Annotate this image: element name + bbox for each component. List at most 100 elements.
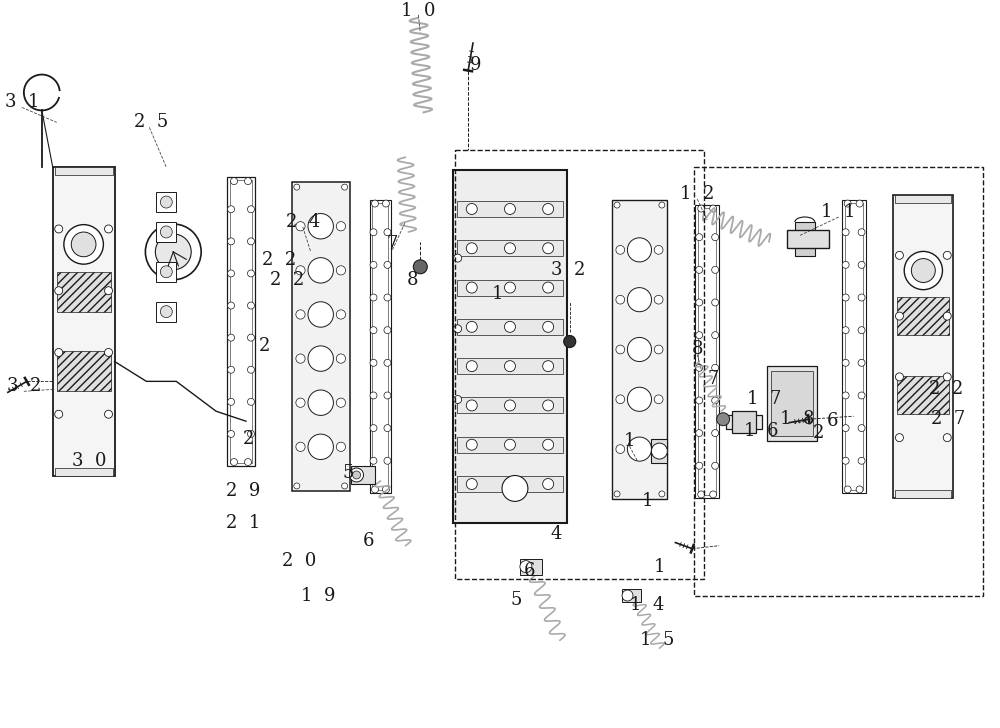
Circle shape bbox=[616, 445, 625, 454]
Circle shape bbox=[651, 443, 667, 459]
Circle shape bbox=[247, 270, 254, 277]
Text: 6: 6 bbox=[363, 531, 374, 550]
Circle shape bbox=[342, 184, 348, 190]
Circle shape bbox=[105, 225, 113, 233]
Circle shape bbox=[504, 439, 515, 450]
Bar bbox=[698, 207, 716, 496]
Circle shape bbox=[71, 232, 96, 257]
Circle shape bbox=[370, 360, 377, 366]
Bar bbox=[895, 491, 951, 499]
Text: 1  7: 1 7 bbox=[747, 390, 781, 408]
Bar bbox=[457, 358, 563, 374]
Circle shape bbox=[696, 462, 703, 470]
Text: 2  2: 2 2 bbox=[929, 380, 963, 398]
Circle shape bbox=[466, 478, 477, 489]
Circle shape bbox=[712, 462, 719, 470]
Text: 1: 1 bbox=[654, 558, 665, 576]
Circle shape bbox=[228, 398, 235, 405]
Circle shape bbox=[296, 354, 305, 363]
Circle shape bbox=[698, 491, 705, 498]
Circle shape bbox=[382, 486, 389, 493]
Circle shape bbox=[842, 424, 849, 432]
Circle shape bbox=[911, 258, 935, 282]
Text: 2  0: 2 0 bbox=[282, 552, 316, 569]
Circle shape bbox=[384, 392, 391, 399]
Circle shape bbox=[627, 238, 652, 262]
Circle shape bbox=[370, 457, 377, 464]
Bar bbox=[457, 319, 563, 335]
Circle shape bbox=[842, 229, 849, 236]
Text: 3  2: 3 2 bbox=[7, 377, 41, 395]
Bar bbox=[370, 199, 391, 494]
Bar bbox=[57, 272, 111, 312]
Bar bbox=[694, 167, 983, 596]
Circle shape bbox=[231, 459, 238, 465]
Text: 5: 5 bbox=[343, 464, 354, 482]
Bar bbox=[845, 202, 863, 491]
Bar bbox=[156, 301, 176, 322]
Circle shape bbox=[382, 200, 389, 207]
Circle shape bbox=[336, 221, 346, 231]
Text: 2  9: 2 9 bbox=[226, 482, 260, 500]
Circle shape bbox=[895, 251, 903, 259]
Circle shape bbox=[616, 296, 625, 304]
Circle shape bbox=[245, 459, 251, 465]
Circle shape bbox=[504, 321, 515, 332]
Circle shape bbox=[543, 478, 554, 489]
Circle shape bbox=[466, 282, 477, 293]
Text: 7: 7 bbox=[707, 371, 719, 388]
Text: 1  4: 1 4 bbox=[630, 596, 665, 614]
Circle shape bbox=[466, 321, 477, 332]
Circle shape bbox=[160, 196, 172, 208]
Bar bbox=[732, 411, 756, 433]
Circle shape bbox=[228, 302, 235, 309]
Circle shape bbox=[247, 334, 254, 341]
Circle shape bbox=[384, 457, 391, 464]
Circle shape bbox=[842, 261, 849, 269]
Circle shape bbox=[160, 306, 172, 317]
Text: 2: 2 bbox=[259, 338, 271, 355]
Circle shape bbox=[105, 287, 113, 295]
Circle shape bbox=[384, 424, 391, 432]
Circle shape bbox=[858, 392, 865, 399]
Text: 2  4: 2 4 bbox=[286, 213, 320, 231]
Circle shape bbox=[384, 294, 391, 301]
Circle shape bbox=[308, 390, 333, 416]
Bar bbox=[53, 167, 115, 476]
Circle shape bbox=[145, 224, 201, 280]
Text: 1: 1 bbox=[642, 492, 653, 510]
Circle shape bbox=[370, 261, 377, 269]
Bar bbox=[895, 194, 951, 202]
Bar bbox=[57, 352, 111, 392]
Circle shape bbox=[105, 411, 113, 418]
Text: 1  0: 1 0 bbox=[401, 1, 436, 20]
Bar bbox=[351, 466, 375, 484]
Circle shape bbox=[247, 366, 254, 373]
Bar bbox=[695, 205, 719, 499]
Circle shape bbox=[502, 475, 528, 502]
Circle shape bbox=[614, 202, 620, 208]
Circle shape bbox=[372, 486, 378, 493]
Circle shape bbox=[904, 251, 942, 290]
Circle shape bbox=[353, 471, 361, 479]
Text: 8: 8 bbox=[691, 341, 703, 358]
Text: 1  5: 1 5 bbox=[640, 631, 675, 649]
Circle shape bbox=[308, 302, 333, 327]
Circle shape bbox=[294, 184, 300, 190]
Circle shape bbox=[696, 299, 703, 306]
Circle shape bbox=[543, 243, 554, 254]
Circle shape bbox=[466, 243, 477, 254]
Circle shape bbox=[308, 213, 333, 239]
Circle shape bbox=[413, 260, 427, 274]
Circle shape bbox=[712, 234, 719, 241]
Circle shape bbox=[228, 334, 235, 341]
Circle shape bbox=[228, 366, 235, 373]
Circle shape bbox=[712, 332, 719, 339]
Circle shape bbox=[858, 424, 865, 432]
Circle shape bbox=[231, 178, 238, 185]
Circle shape bbox=[654, 395, 663, 403]
Text: 5: 5 bbox=[510, 591, 522, 609]
Circle shape bbox=[296, 398, 305, 408]
Bar bbox=[651, 439, 667, 463]
Circle shape bbox=[564, 336, 576, 347]
